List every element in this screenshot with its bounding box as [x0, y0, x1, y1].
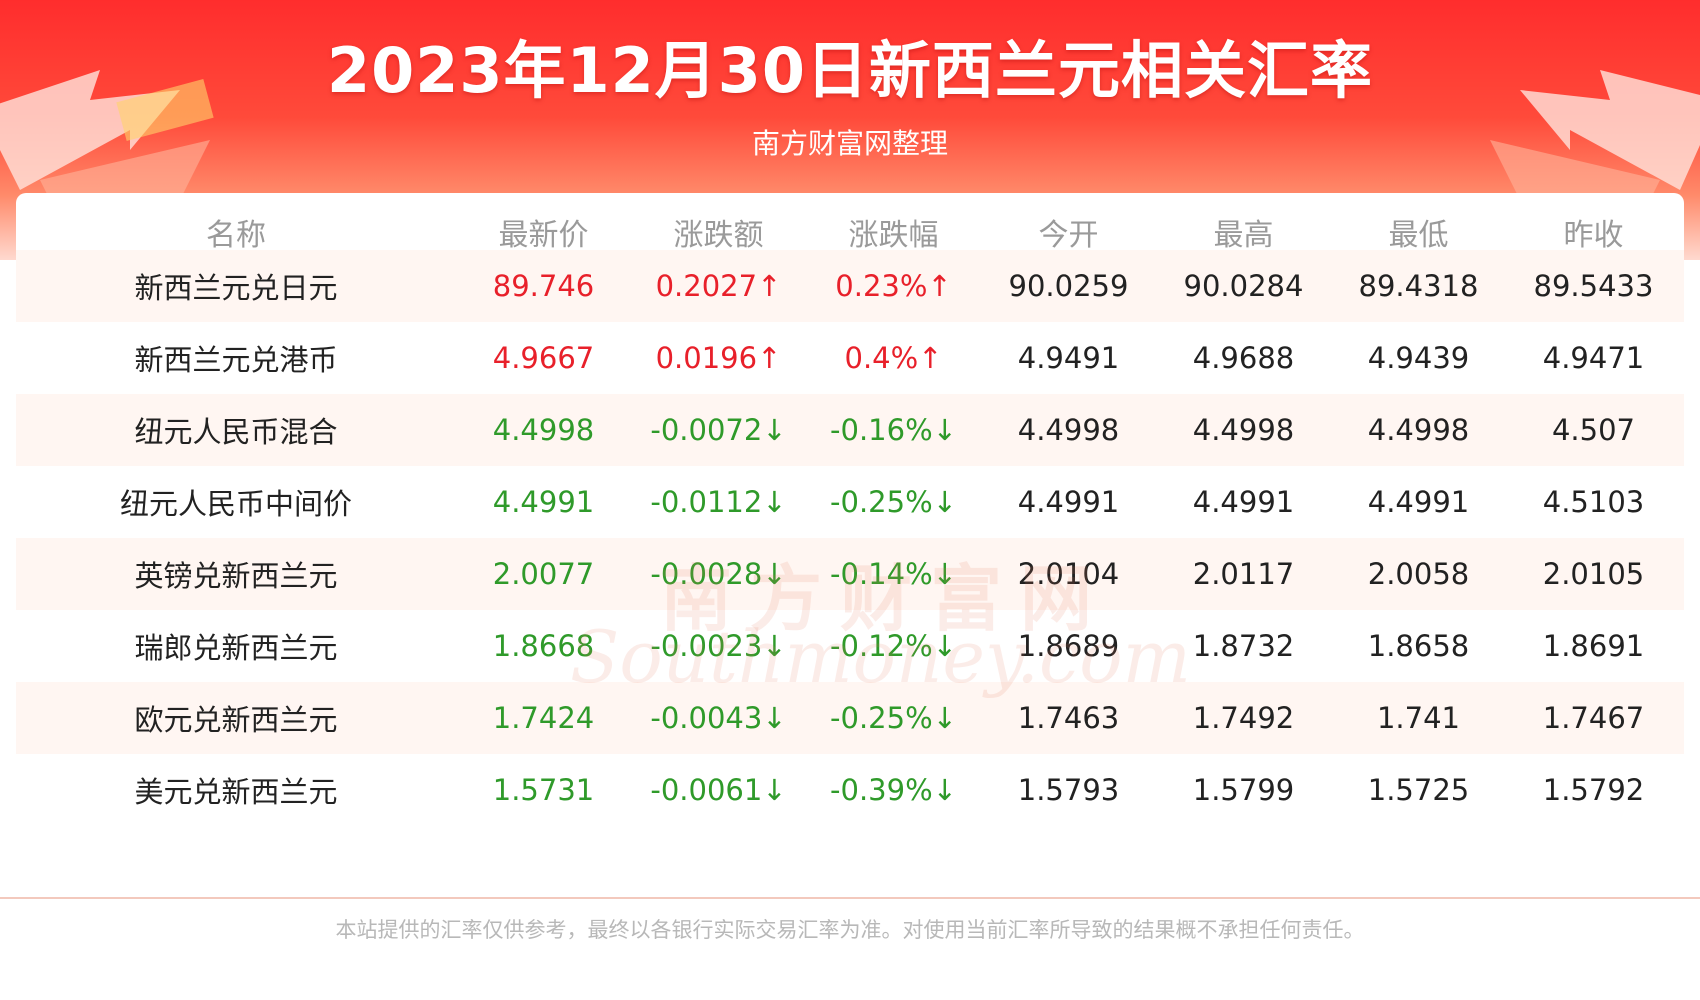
table-row: 英镑兑新西兰元 2.0077 -0.0028↓ -0.14%↓ 2.0104 2.0117…: [16, 538, 1684, 610]
cell-change: -0.0028↓: [650, 557, 787, 591]
cell-latest: 4.4998: [492, 413, 595, 447]
cell-change: -0.0061↓: [650, 773, 787, 807]
cell-high: 4.9688: [1192, 341, 1295, 375]
cell-latest: 89.746: [492, 269, 595, 303]
cell-name: 美元兑新西兰元: [134, 775, 338, 809]
cell-change-pct: -0.25%↓: [830, 701, 957, 735]
cell-change-pct: -0.39%↓: [830, 773, 957, 807]
cell-name: 新西兰元兑日元: [134, 271, 338, 305]
cell-open: 1.5793: [1017, 773, 1120, 807]
page-subtitle: 南方财富网整理: [751, 127, 948, 160]
cell-change-pct: 0.23%↑: [835, 269, 952, 303]
cell-prev-close: 1.5792: [1542, 773, 1645, 807]
cell-open: 4.4998: [1017, 413, 1120, 447]
cell-prev-close: 89.5433: [1533, 269, 1654, 303]
table-row: 新西兰元兑港币 4.9667 0.0196↑ 0.4%↑ 4.9491 4.9688 4.9…: [16, 322, 1684, 394]
cell-name: 新西兰元兑港币: [134, 343, 338, 377]
cell-high: 1.8732: [1192, 629, 1295, 663]
footer-divider: [0, 897, 1700, 899]
cell-high: 4.4991: [1192, 485, 1295, 519]
cell-name: 纽元人民币混合: [134, 415, 338, 449]
cell-open: 90.0259: [1008, 269, 1129, 303]
column-header-name: 名称: [206, 218, 266, 253]
cell-change-pct: -0.14%↓: [830, 557, 957, 591]
table-row: 瑞郎兑新西兰元 1.8668 -0.0023↓ -0.12%↓ 1.8689 1.8732…: [16, 610, 1684, 682]
column-header-prev-close: 昨收: [1563, 218, 1624, 253]
cell-name: 英镑兑新西兰元: [134, 559, 338, 593]
cell-prev-close: 1.7467: [1542, 701, 1645, 735]
cell-change-pct: -0.25%↓: [830, 485, 957, 519]
cell-open: 1.8689: [1017, 629, 1120, 663]
table-row: 纽元人民币混合 4.4998 -0.0072↓ -0.16%↓ 4.4998 4.4998…: [16, 394, 1684, 466]
cell-low: 4.4991: [1367, 485, 1470, 519]
table-row: 纽元人民币中间价 4.4991 -0.0112↓ -0.25%↓ 4.4991 4.499…: [16, 466, 1684, 538]
table-row: 美元兑新西兰元 1.5731 -0.0061↓ -0.39%↓ 1.5793 1.5799…: [16, 754, 1684, 826]
cell-open: 4.9491: [1017, 341, 1120, 375]
cell-name: 纽元人民币中间价: [119, 487, 352, 521]
cell-latest: 2.0077: [492, 557, 595, 591]
cell-high: 90.0284: [1183, 269, 1304, 303]
cell-low: 1.8658: [1367, 629, 1470, 663]
cell-prev-close: 2.0105: [1542, 557, 1645, 591]
cell-prev-close: 1.8691: [1542, 629, 1645, 663]
cell-change-pct: -0.16%↓: [830, 413, 957, 447]
cell-open: 2.0104: [1017, 557, 1120, 591]
cell-high: 1.7492: [1192, 701, 1295, 735]
cell-change: 0.0196↑: [655, 341, 782, 375]
cell-change: 0.2027↑: [655, 269, 782, 303]
column-header-change: 涨跌额: [673, 218, 764, 253]
cell-latest: 4.9667: [492, 341, 595, 375]
cell-latest: 4.4991: [492, 485, 595, 519]
column-header-latest: 最新价: [498, 218, 589, 253]
footer-disclaimer: 本站提供的汇率仅供参考，最终以各银行实际交易汇率为准。对使用当前汇率所导致的结果…: [335, 918, 1365, 942]
table-row: 欧元兑新西兰元 1.7424 -0.0043↓ -0.25%↓ 1.7463 1.7492…: [16, 682, 1684, 754]
cell-low: 4.9439: [1367, 341, 1470, 375]
cell-latest: 1.5731: [492, 773, 595, 807]
cell-low: 1.741: [1376, 701, 1461, 735]
cell-prev-close: 4.9471: [1542, 341, 1645, 375]
cell-change: -0.0023↓: [650, 629, 787, 663]
cell-high: 2.0117: [1192, 557, 1295, 591]
column-header-open: 今开: [1038, 218, 1099, 253]
column-header-change-pct: 涨跌幅: [848, 218, 939, 253]
table-header: 名称 最新价 涨跌额 涨跌幅 今开 最高 最低 昨收: [16, 193, 1684, 271]
cell-latest: 1.7424: [492, 701, 595, 735]
cell-open: 1.7463: [1017, 701, 1120, 735]
cell-low: 2.0058: [1367, 557, 1470, 591]
cell-prev-close: 4.507: [1551, 413, 1636, 447]
cell-change: -0.0072↓: [650, 413, 787, 447]
cell-high: 1.5799: [1192, 773, 1295, 807]
cell-high: 4.4998: [1192, 413, 1295, 447]
cell-name: 瑞郎兑新西兰元: [134, 631, 338, 665]
page-title: 2023年12月30日新西兰元相关汇率: [326, 34, 1374, 107]
cell-open: 4.4991: [1017, 485, 1120, 519]
cell-latest: 1.8668: [492, 629, 595, 663]
cell-low: 89.4318: [1358, 269, 1479, 303]
table-row: 新西兰元兑日元 89.746 0.2027↑ 0.23%↑ 90.0259 90.0284…: [16, 250, 1684, 322]
cell-change-pct: -0.12%↓: [830, 629, 957, 663]
column-header-high: 最高: [1213, 218, 1274, 253]
cell-change: -0.0043↓: [650, 701, 787, 735]
cell-change-pct: 0.4%↑: [844, 341, 943, 375]
rate-table: 名称 最新价 涨跌额 涨跌幅 今开 最高 最低 昨收 新西兰元兑日元 89.746…: [16, 193, 1684, 897]
column-header-low: 最低: [1388, 218, 1449, 253]
cell-low: 1.5725: [1367, 773, 1470, 807]
cell-change: -0.0112↓: [650, 485, 787, 519]
cell-low: 4.4998: [1367, 413, 1470, 447]
cell-name: 欧元兑新西兰元: [134, 703, 338, 737]
cell-prev-close: 4.5103: [1542, 485, 1645, 519]
